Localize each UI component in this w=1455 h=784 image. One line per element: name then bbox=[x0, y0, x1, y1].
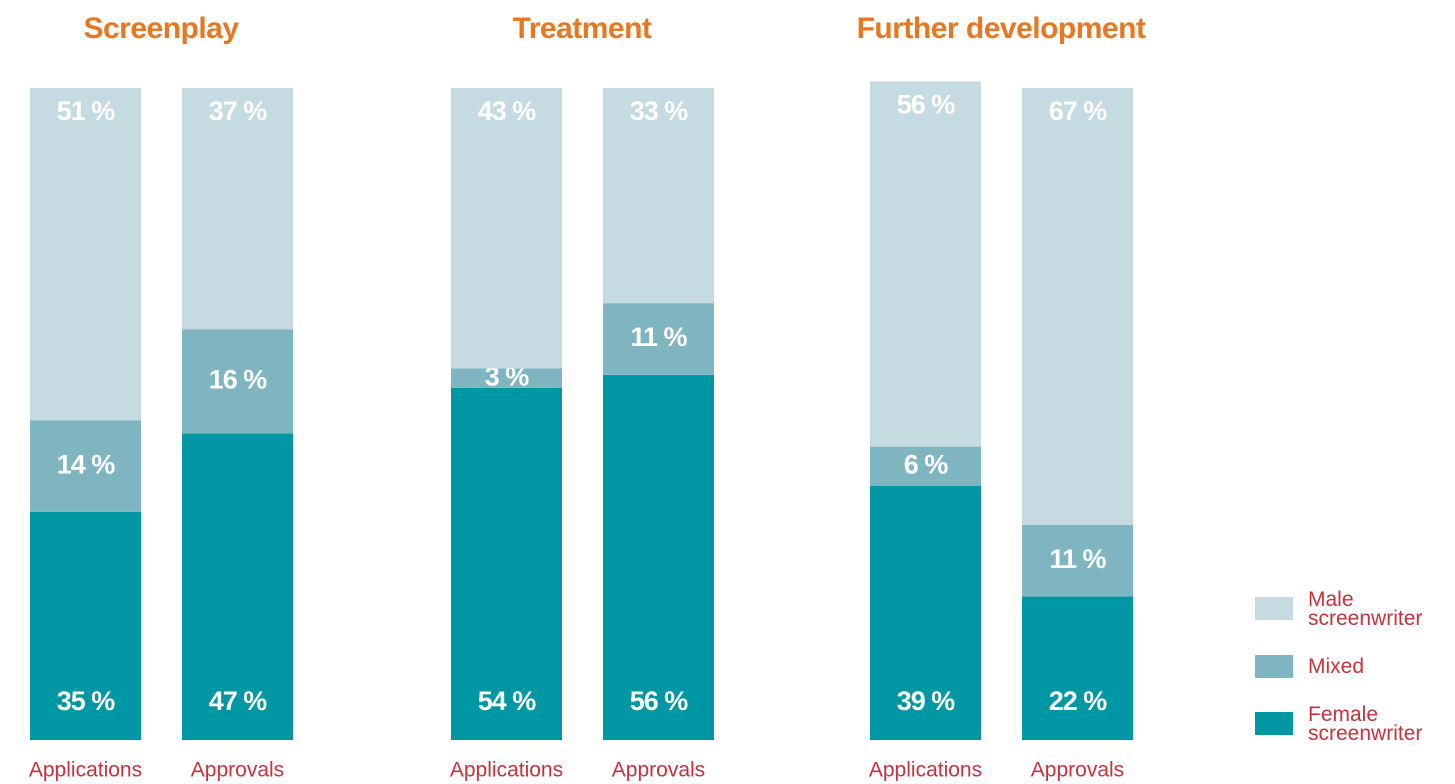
x-tick-label: Approvals bbox=[612, 759, 705, 782]
bar-segment bbox=[1022, 524, 1133, 597]
bar-segment bbox=[30, 511, 141, 740]
bar-segment bbox=[182, 88, 293, 330]
legend-swatch bbox=[1255, 597, 1293, 620]
x-tick-label: Applications bbox=[450, 759, 563, 782]
bar-segment bbox=[870, 81, 981, 447]
bar-segment bbox=[182, 433, 293, 740]
data-label: 56 % bbox=[897, 90, 956, 120]
bar-segment bbox=[451, 88, 562, 369]
bar-segment bbox=[1022, 596, 1133, 740]
bar-segment bbox=[30, 88, 141, 421]
data-label: 6 % bbox=[904, 449, 949, 479]
bar-segment bbox=[451, 368, 562, 388]
legend-label: Mixed bbox=[1308, 655, 1365, 678]
legend-label: Male screenwriter bbox=[1308, 587, 1423, 630]
data-label: 56 % bbox=[630, 686, 689, 716]
group-title: Further development bbox=[857, 12, 1146, 45]
data-label: 39 % bbox=[897, 686, 956, 716]
data-label: 16 % bbox=[209, 365, 268, 395]
x-tick-label: Applications bbox=[29, 759, 142, 782]
bar-segment bbox=[603, 303, 714, 375]
bar-segment bbox=[1022, 88, 1133, 525]
legend-swatch bbox=[1255, 655, 1293, 678]
data-label: 11 % bbox=[630, 322, 687, 352]
group-title: Screenplay bbox=[83, 12, 239, 45]
data-label: 33 % bbox=[630, 96, 689, 126]
x-tick-label: Approvals bbox=[1031, 759, 1124, 782]
bar-segment bbox=[603, 374, 714, 740]
x-tick-label: Approvals bbox=[191, 759, 284, 782]
bar-segment bbox=[603, 88, 714, 304]
bar-segment bbox=[30, 420, 141, 512]
data-label: 22 % bbox=[1049, 686, 1108, 716]
bar-segment bbox=[870, 446, 981, 486]
data-label: 37 % bbox=[209, 96, 268, 126]
data-label: 35 % bbox=[57, 686, 116, 716]
data-label: 11 % bbox=[1049, 544, 1106, 574]
group-title: Treatment bbox=[513, 12, 652, 45]
bar-segment bbox=[451, 387, 562, 740]
data-label: 51 % bbox=[57, 96, 116, 126]
legend-swatch bbox=[1255, 712, 1293, 735]
bar-segment bbox=[182, 329, 293, 434]
data-label: 43 % bbox=[478, 96, 537, 126]
data-label: 14 % bbox=[57, 449, 116, 479]
data-label: 54 % bbox=[478, 686, 537, 716]
bar-segment bbox=[870, 485, 981, 740]
data-label: 47 % bbox=[209, 686, 268, 716]
x-tick-label: Applications bbox=[869, 759, 982, 782]
data-label: 67 % bbox=[1049, 96, 1108, 126]
legend-label: Female screenwriter bbox=[1308, 702, 1423, 745]
